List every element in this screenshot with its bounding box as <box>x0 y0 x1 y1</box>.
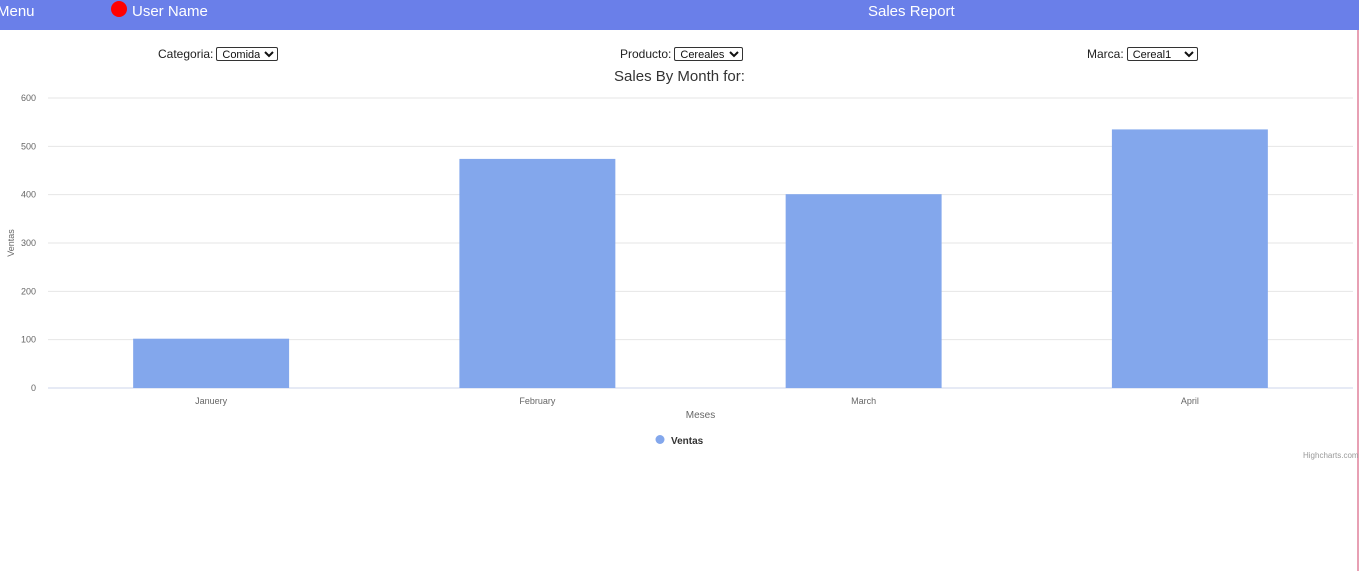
producto-label: Producto: <box>620 47 672 61</box>
bar[interactable] <box>459 158 616 388</box>
y-tick-label: 0 <box>31 383 36 393</box>
y-tick-label: 200 <box>21 286 36 296</box>
x-axis-title: Meses <box>686 410 715 421</box>
x-tick-label: April <box>1181 396 1199 406</box>
status-dot-icon <box>111 1 127 17</box>
x-tick-label: March <box>851 396 876 406</box>
producto-filter: Producto: Cereales <box>620 47 744 61</box>
bar[interactable] <box>785 194 942 388</box>
categoria-filter: Categoria: Comida <box>158 47 279 61</box>
y-tick-label: 100 <box>21 335 36 345</box>
y-tick-label: 400 <box>21 190 36 200</box>
y-tick-label: 500 <box>21 141 36 151</box>
marca-filter: Marca: Cereal1 <box>1087 47 1198 61</box>
top-bar: Menu User Name Sales Report <box>0 0 1359 30</box>
y-tick-label: 600 <box>21 93 36 103</box>
marca-select[interactable]: Cereal1 <box>1126 47 1198 61</box>
categoria-label: Categoria: <box>158 47 214 61</box>
bar[interactable] <box>1111 129 1268 388</box>
page-title: Sales Report <box>868 3 955 20</box>
x-tick-label: Januery <box>195 396 228 406</box>
window-edge <box>1357 30 1359 571</box>
chart-title: Sales By Month for: <box>614 68 745 85</box>
x-tick-label: February <box>519 396 556 406</box>
producto-select[interactable]: Cereales <box>674 47 744 61</box>
legend-marker-icon[interactable] <box>655 435 665 444</box>
y-tick-label: 300 <box>21 238 36 248</box>
credits-link[interactable]: Highcharts.com <box>1303 451 1359 460</box>
marca-label: Marca: <box>1087 47 1124 61</box>
legend-label[interactable]: Ventas <box>671 436 704 447</box>
y-axis-title: Ventas <box>6 229 16 257</box>
menu-link[interactable]: Menu <box>0 3 35 20</box>
user-name: User Name <box>132 3 208 20</box>
bar[interactable] <box>133 338 290 388</box>
categoria-select[interactable]: Comida <box>216 47 279 61</box>
